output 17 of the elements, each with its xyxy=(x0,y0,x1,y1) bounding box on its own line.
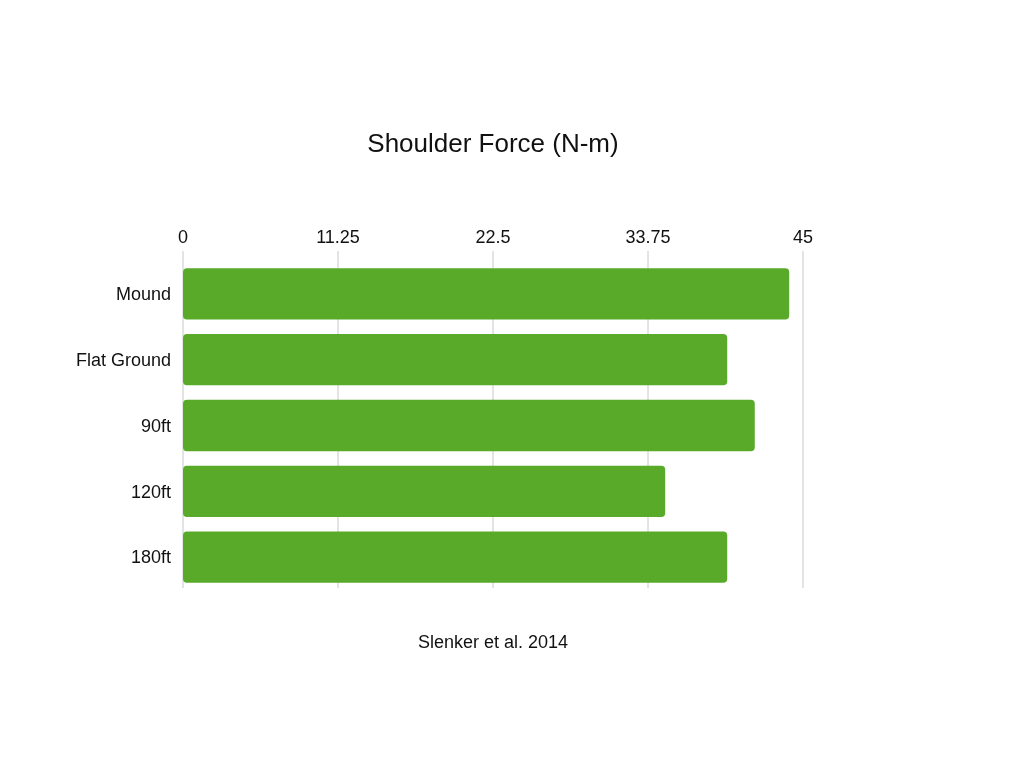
x-tick-label: 0 xyxy=(177,227,189,247)
y-tick-label: 90ft xyxy=(140,415,171,436)
y-tick-label: Mound xyxy=(115,284,171,305)
y-tick-label: Flat Ground xyxy=(75,350,171,371)
x-tick-label: 11.25 xyxy=(316,227,360,247)
bar xyxy=(183,399,755,452)
x-tick-label: 45 xyxy=(792,227,814,247)
text: Slenker et al. 2014 xyxy=(417,632,569,652)
y-tick-label: 180ft xyxy=(130,547,171,568)
bar xyxy=(183,334,728,386)
bar xyxy=(183,465,666,517)
chart-title: Shoulder Force (N-m) xyxy=(367,128,619,158)
x-tick-label: 22.5 xyxy=(475,227,511,247)
bar xyxy=(183,268,790,320)
y-tick-label: 120ft xyxy=(130,481,171,502)
x-tick-label: 33.75 xyxy=(625,227,671,247)
bar xyxy=(183,531,728,583)
